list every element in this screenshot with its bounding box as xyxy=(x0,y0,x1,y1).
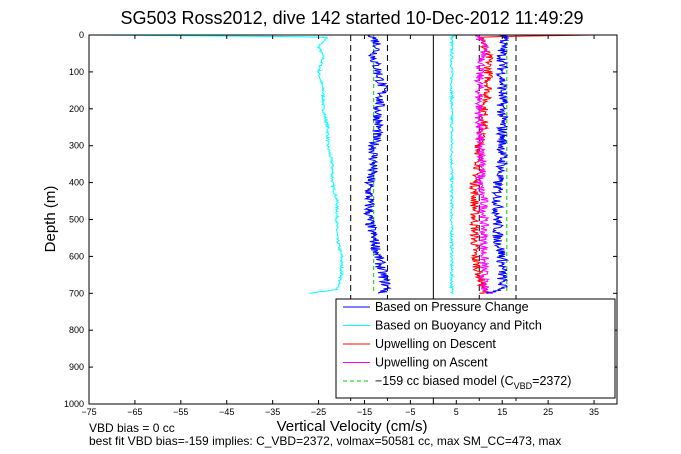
x-tick-label: 15 xyxy=(497,407,507,417)
y-tick-label: 100 xyxy=(69,67,84,77)
x-tick-label: −25 xyxy=(311,407,326,417)
legend-label-tail: =2372) xyxy=(532,374,571,388)
legend-label-text: −159 cc biased model (C xyxy=(375,374,514,388)
series-upwelling-on-ascent-line xyxy=(473,35,493,294)
legend-box xyxy=(335,298,616,399)
legend-label: Upwelling on Ascent xyxy=(375,356,488,370)
x-tick-label: −65 xyxy=(127,407,142,417)
legend-label-text: Upwelling on Descent xyxy=(375,337,496,351)
legend-label: −159 cc biased model (CVBD=2372) xyxy=(375,374,571,391)
legend-label-text: Based on Buoyancy and Pitch xyxy=(375,319,542,333)
y-tick-label: 800 xyxy=(69,325,84,335)
x-tick-label: −15 xyxy=(357,407,372,417)
y-axis-label: Depth (m) xyxy=(42,186,59,253)
y-tick-label: 700 xyxy=(69,288,84,298)
legend-label: Upwelling on Descent xyxy=(375,337,496,351)
x-tick-label: −35 xyxy=(265,407,280,417)
legend-label-subscript: VBD xyxy=(514,381,533,391)
y-tick-label: 300 xyxy=(69,141,84,151)
x-axis-label: Vertical Velocity (cm/s) xyxy=(277,418,428,435)
y-tick-label: 200 xyxy=(69,104,84,114)
series-based-on-pressure-change-descent-line xyxy=(362,35,392,294)
x-tick-label: 5 xyxy=(454,407,459,417)
legend-label-text: Upwelling on Ascent xyxy=(375,356,488,370)
y-tick-label: 500 xyxy=(69,215,84,225)
legend-label-text: Based on Pressure Change xyxy=(375,300,529,314)
chart-title: SG503 Ross2012, dive 142 started 10-Dec-… xyxy=(121,8,584,28)
y-tick-label: 400 xyxy=(69,178,84,188)
series-upwelling-on-descent-line xyxy=(468,35,594,294)
x-tick-label: −75 xyxy=(81,407,96,417)
x-tick-label: −55 xyxy=(173,407,188,417)
x-tick-label: 35 xyxy=(589,407,599,417)
y-tick-label: 1000 xyxy=(64,399,84,409)
x-tick-label: −45 xyxy=(219,407,234,417)
legend: Based on Pressure Change Based on Buoyanc… xyxy=(335,298,616,399)
legend-label: Based on Pressure Change xyxy=(375,300,529,314)
series-based-on-pressure-change-ascent-line xyxy=(486,35,510,294)
y-tick-label: 600 xyxy=(69,251,84,261)
legend-label: Based on Buoyancy and Pitch xyxy=(375,319,542,333)
footer-vbd-bias: VBD bias = 0 cc xyxy=(89,421,175,435)
x-tick-label: −5 xyxy=(405,407,415,417)
series-based-on-buoyancy-and-pitch-ascent-line xyxy=(448,35,457,294)
series-based-on-buoyancy-and-pitch-descent-line xyxy=(89,35,345,294)
footer-best-fit: best fit VBD bias=-159 implies: C_VBD=23… xyxy=(89,434,561,448)
y-tick-label: 900 xyxy=(69,362,84,372)
y-tick-label: 0 xyxy=(79,30,84,40)
x-tick-label: 25 xyxy=(543,407,553,417)
